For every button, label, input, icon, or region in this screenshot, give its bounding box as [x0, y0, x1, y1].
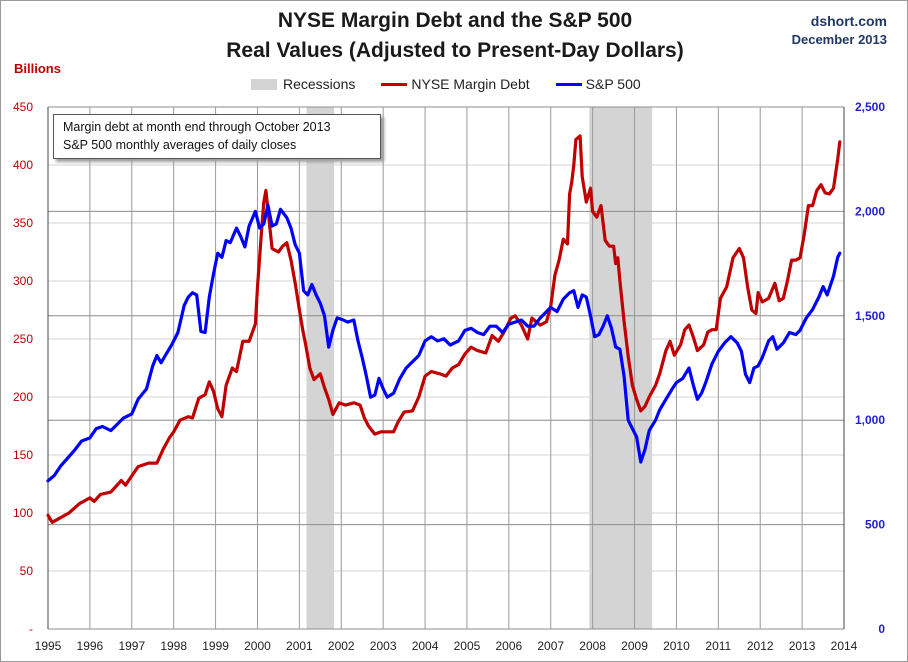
- x-tick-label: 2011: [705, 639, 731, 653]
- legend: Recessions NYSE Margin Debt S&P 500: [251, 76, 667, 92]
- source-site: dshort.com: [810, 13, 887, 29]
- x-tick-label: 2007: [537, 639, 564, 653]
- x-tick-label: 1996: [77, 639, 104, 653]
- legend-item-recessions: Recessions: [251, 76, 355, 92]
- legend-swatch-sp500: [555, 82, 582, 86]
- left-tick-label: 250: [13, 332, 33, 346]
- x-tick-label: 1995: [35, 639, 62, 653]
- left-tick-label: 400: [13, 158, 33, 172]
- x-tick-label: 2012: [747, 639, 774, 653]
- source-date: December 2013: [791, 32, 887, 47]
- x-tick-label: 1997: [118, 639, 145, 653]
- x-tick-label: 2001: [286, 639, 313, 653]
- legend-label-sp500: S&P 500: [585, 76, 641, 92]
- left-axis-units: Billions: [14, 61, 61, 76]
- x-tick-label: 2006: [495, 639, 522, 653]
- left-tick-label: 150: [13, 448, 33, 462]
- note-line-2: S&P 500 monthly averages of daily closes: [63, 138, 297, 152]
- right-tick-label: 1,500: [855, 309, 885, 323]
- series-lines: [46, 134, 842, 524]
- series-line-sp500: [46, 203, 842, 483]
- note-box: Margin debt at month end through October…: [53, 114, 381, 159]
- chart-subtitle: Real Values (Adjusted to Present-Day Dol…: [226, 39, 684, 62]
- right-tick-label: 0: [878, 622, 885, 636]
- legend-item-sp500: S&P 500: [555, 76, 641, 92]
- x-tick-label: 2014: [831, 639, 858, 653]
- x-tick-label: 2000: [244, 639, 271, 653]
- left-tick-label: 50: [20, 564, 34, 578]
- x-tick-label: 2013: [789, 639, 816, 653]
- x-tick-label: 2009: [621, 639, 648, 653]
- left-tick-label: 450: [13, 100, 33, 114]
- recession-band-2: [589, 107, 653, 629]
- gridlines: [47, 106, 845, 630]
- legend-swatch-recessions: [251, 78, 277, 90]
- x-tick-label: 2008: [579, 639, 606, 653]
- note-line-1: Margin debt at month end through October…: [63, 120, 331, 134]
- right-tick-label: 500: [865, 518, 885, 532]
- legend-item-margin-debt: NYSE Margin Debt: [381, 76, 530, 92]
- x-tick-label: 1999: [202, 639, 229, 653]
- x-tick-label: 2010: [663, 639, 690, 653]
- x-tick-label: 2002: [328, 639, 355, 653]
- left-tick-label: 200: [13, 390, 33, 404]
- recession-bands: [306, 107, 653, 629]
- right-tick-label: 2,500: [855, 100, 885, 114]
- left-tick-label: 350: [13, 216, 33, 230]
- left-tick-label: 300: [13, 274, 33, 288]
- series-line-margin-debt: [46, 134, 842, 524]
- x-tick-label: 2005: [454, 639, 481, 653]
- x-tick-label: 2003: [370, 639, 397, 653]
- axis-ticks: - 50 100 150 200 250 300 350 400 450 0 500 1,000 1,50…: [13, 100, 885, 653]
- chart-title: NYSE Margin Debt and the S&P 500: [277, 9, 633, 32]
- left-tick-label: -: [29, 622, 33, 636]
- right-tick-label: 1,000: [855, 413, 885, 427]
- legend-swatch-margin-debt: [381, 82, 408, 86]
- x-tick-label: 1998: [160, 639, 187, 653]
- right-tick-label: 2,000: [855, 204, 885, 218]
- x-tick-label: 2004: [412, 639, 439, 653]
- left-tick-label: 100: [13, 506, 33, 520]
- legend-label-recessions: Recessions: [283, 76, 356, 92]
- legend-label-margin-debt: NYSE Margin Debt: [411, 76, 530, 92]
